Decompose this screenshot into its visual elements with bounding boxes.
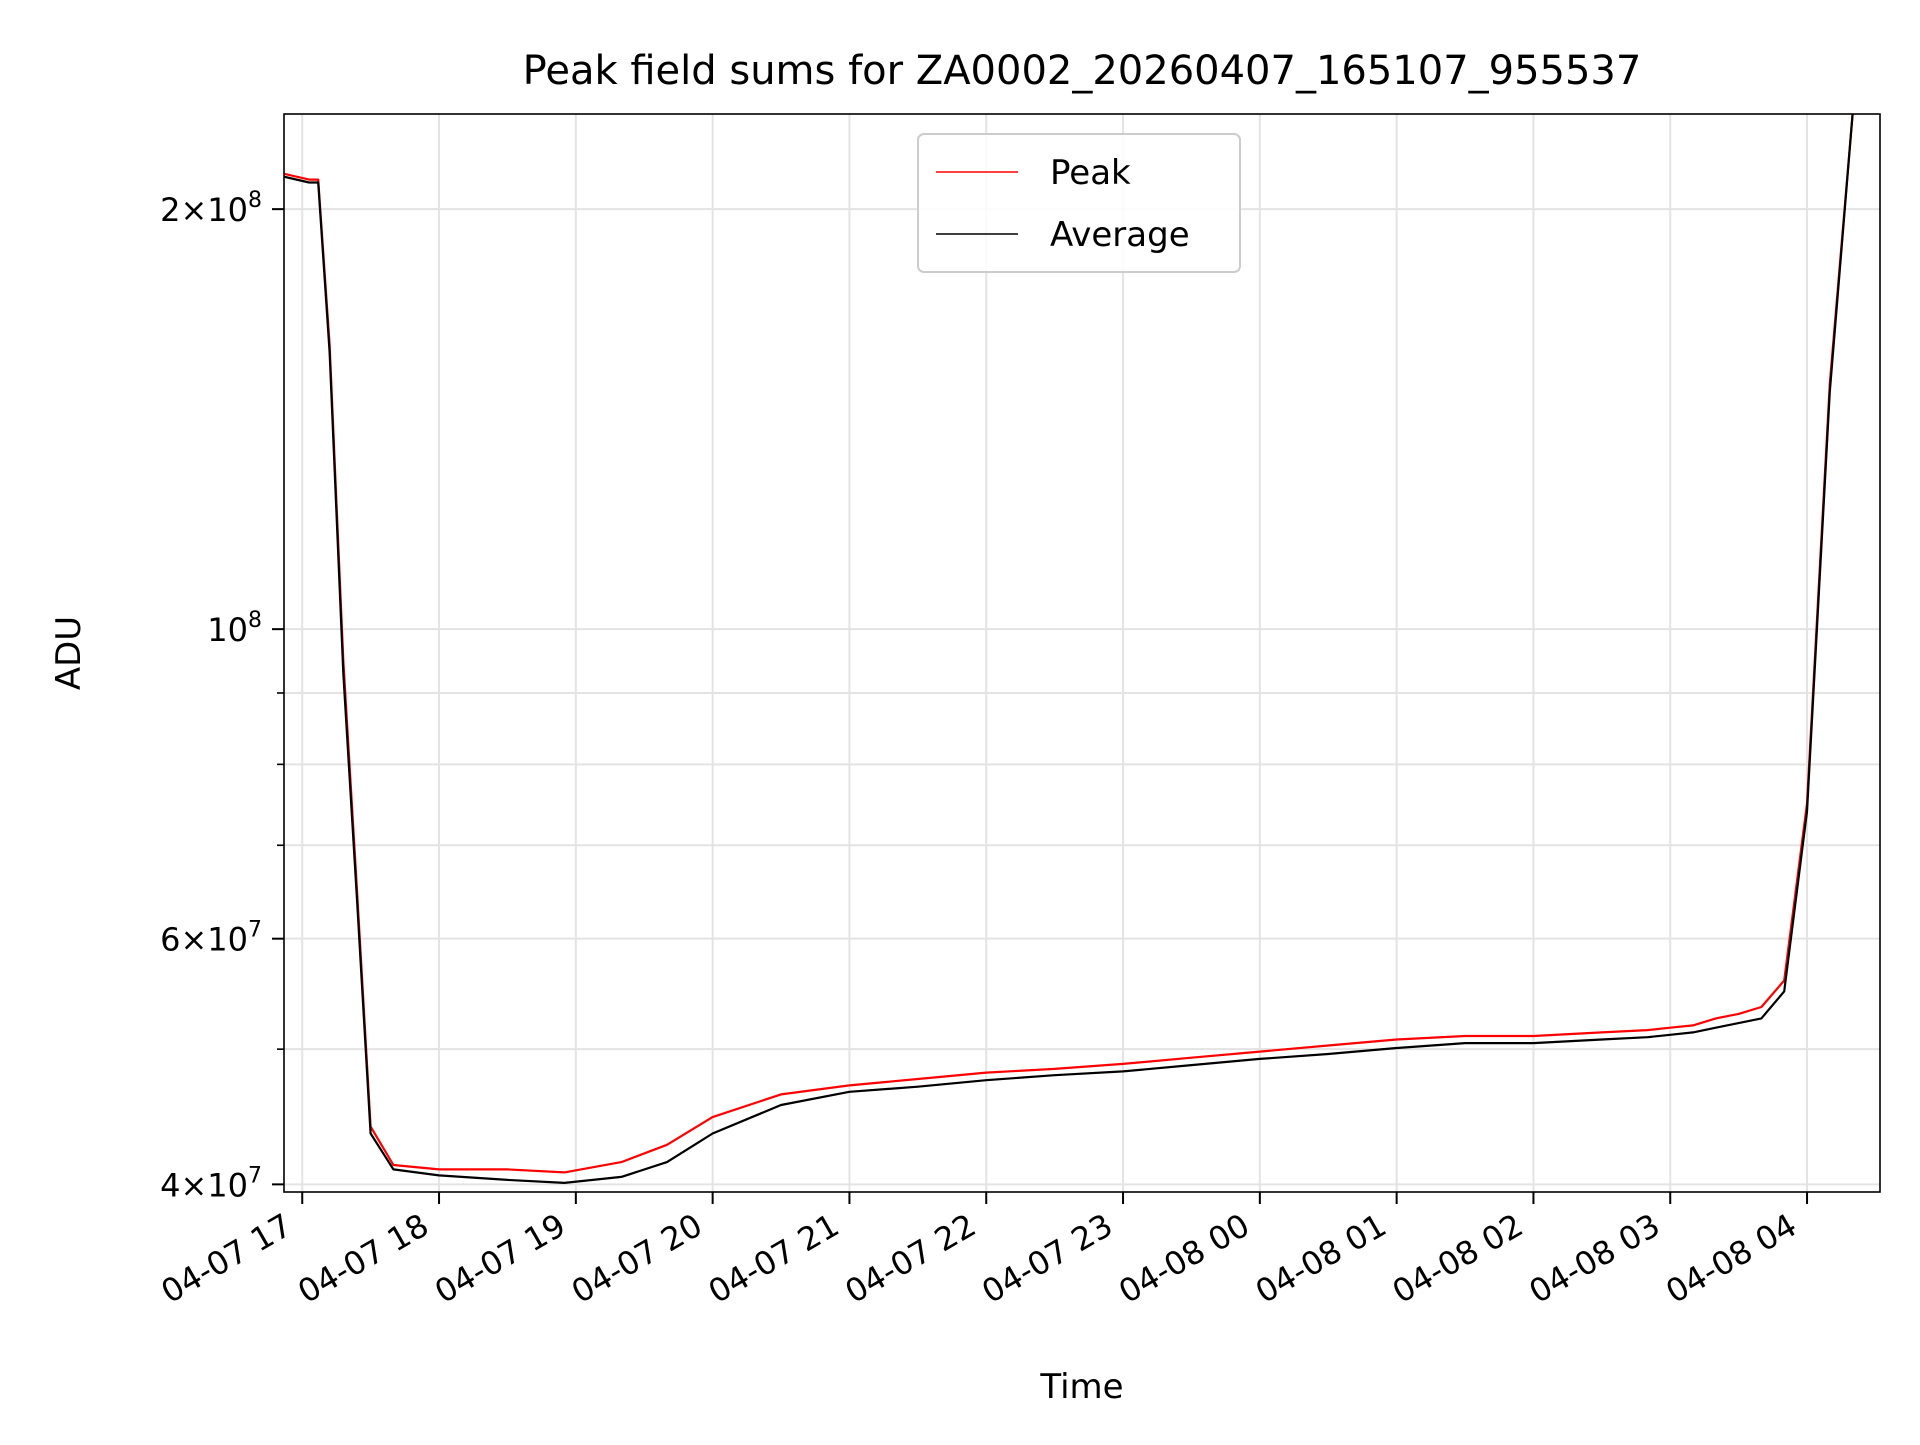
y-tick-label-exponent: 7 (248, 1163, 262, 1188)
series-layer (284, 114, 1854, 1185)
x-tick-label: 04-07 22 (839, 1206, 983, 1311)
legend-label-peak: Peak (1050, 153, 1131, 193)
x-tick-label: 04-07 20 (565, 1206, 709, 1311)
x-tick-label: 04-07 23 (975, 1206, 1119, 1311)
y-tick-label-base: 2×10 (160, 191, 248, 229)
y-tick-label: 4×107 (160, 1163, 262, 1204)
x-tick-label: 04-08 03 (1523, 1206, 1667, 1311)
x-tick-label: 04-08 01 (1249, 1206, 1393, 1311)
legend-label-average: Average (1050, 215, 1190, 255)
x-tick-label: 04-07 19 (428, 1206, 572, 1311)
y-tick-label-base: 10 (207, 611, 248, 649)
x-tick-label: 04-07 17 (155, 1206, 299, 1311)
legend-box (917, 133, 1241, 273)
y-tick-label: 6×107 (160, 918, 262, 959)
y-tick-label-exponent: 8 (248, 608, 262, 633)
y-tick-label-base: 6×10 (160, 921, 248, 959)
legend: Peak Average (917, 133, 1241, 273)
plot-frame (283, 113, 1881, 1193)
y-tick-label-base: 4×10 (160, 1166, 248, 1204)
x-tick-label: 04-08 02 (1386, 1206, 1530, 1311)
x-tick-label: 04-08 04 (1659, 1206, 1803, 1311)
chart-title: Peak field sums for ZA0002_20260407_1651… (523, 48, 1642, 94)
y-tick-label-exponent: 7 (248, 918, 262, 943)
y-axis-label: ADU (49, 616, 89, 690)
y-tick-label: 2×108 (160, 188, 262, 229)
grid (284, 114, 1880, 1192)
series-line-average (284, 114, 1854, 1185)
y-tick-label-exponent: 8 (248, 188, 262, 213)
x-tick-label: 04-07 18 (291, 1206, 435, 1311)
y-tick-label: 108 (207, 608, 262, 649)
x-axis-label: Time (1039, 1367, 1123, 1407)
x-tick-label: 04-07 21 (702, 1206, 846, 1311)
x-tick-label: 04-08 00 (1112, 1206, 1256, 1311)
